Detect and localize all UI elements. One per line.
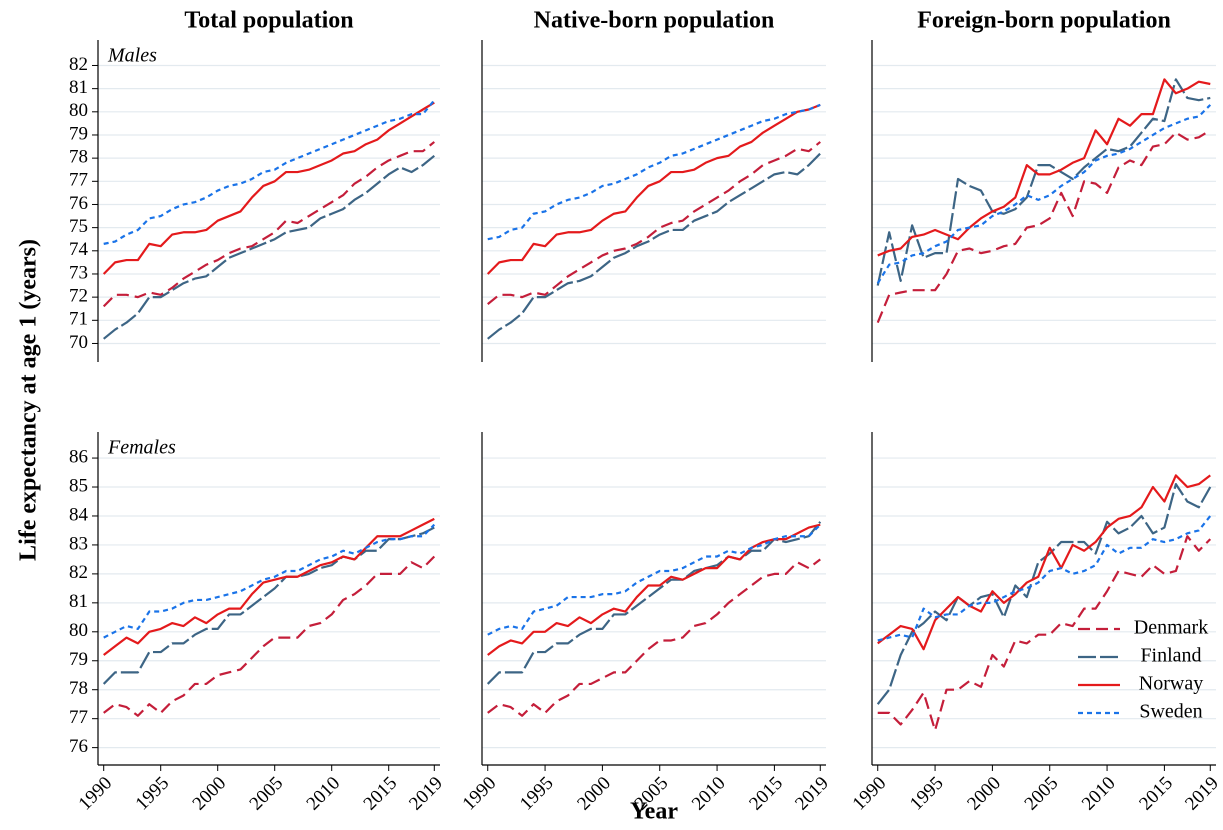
y-tick-label: 75 [69, 216, 88, 237]
legend-label: Norway [1139, 673, 1203, 695]
series-line [877, 78, 1211, 257]
legend-label: Denmark [1134, 617, 1208, 639]
series-line [877, 515, 1212, 642]
series-line [102, 101, 435, 275]
series-line [102, 526, 435, 685]
series-line [876, 129, 1211, 324]
x-tick-label: 2000 [189, 773, 231, 815]
x-tick-label: 1990 [459, 773, 501, 815]
y-tick-label: 71 [69, 309, 88, 330]
y-tick-label: 85 [69, 475, 88, 496]
y-tick-label: 79 [69, 649, 88, 670]
legend-label: Sweden [1139, 701, 1202, 723]
series-line [876, 78, 1211, 286]
series-line [487, 152, 822, 340]
series-line [487, 141, 821, 305]
y-tick-label: 74 [69, 239, 89, 260]
legend-label: Finland [1140, 645, 1201, 667]
panel-annotation: Males [107, 45, 157, 67]
x-tick-label: 2010 [1078, 773, 1120, 815]
y-tick-label: 82 [69, 54, 88, 75]
x-tick-label: 2005 [1021, 773, 1063, 815]
panel-title: Foreign-born population [917, 8, 1171, 34]
y-tick-label: 76 [69, 736, 88, 757]
y-tick-label: 73 [69, 262, 88, 283]
x-tick-label: 2019 [405, 773, 447, 815]
x-tick-label: 2000 [573, 773, 615, 815]
x-axis-label: Year [630, 799, 678, 825]
y-tick-label: 78 [69, 147, 88, 168]
x-tick-label: 2019 [1181, 773, 1223, 815]
y-tick-label: 83 [69, 533, 88, 554]
series-line [487, 103, 821, 241]
y-tick-label: 81 [69, 77, 88, 98]
x-tick-label: 2000 [963, 773, 1005, 815]
series-line [876, 483, 1212, 705]
y-tick-label: 84 [69, 504, 89, 525]
series-line [102, 141, 435, 308]
y-tick-label: 72 [69, 285, 88, 306]
panel-title: Native-born population [534, 8, 775, 34]
y-tick-label: 77 [69, 170, 88, 191]
series-line [876, 104, 1212, 284]
x-tick-label: 1990 [75, 773, 117, 815]
y-axis-label: Life expectancy at age 1 (years) [16, 239, 42, 561]
panel-title: Total population [184, 8, 353, 34]
series-line [103, 523, 436, 639]
series-line [486, 521, 822, 685]
series-line [487, 558, 821, 717]
x-tick-label: 2015 [1135, 773, 1177, 815]
y-tick-label: 82 [69, 562, 88, 583]
series-line [877, 474, 1211, 651]
x-tick-label: 2010 [688, 773, 730, 815]
x-tick-label: 1990 [849, 773, 891, 815]
series-line [103, 555, 436, 717]
series-line [487, 523, 821, 656]
x-tick-label: 2005 [246, 773, 288, 815]
x-tick-label: 1995 [132, 773, 174, 815]
y-tick-label: 80 [69, 100, 88, 121]
series-line [103, 99, 436, 245]
y-tick-label: 76 [69, 193, 88, 214]
x-tick-label: 1995 [516, 773, 558, 815]
panel-annotation: Females [107, 437, 176, 459]
y-tick-label: 79 [69, 123, 88, 144]
y-tick-label: 80 [69, 620, 88, 641]
y-tick-label: 70 [69, 332, 88, 353]
y-tick-label: 78 [69, 678, 88, 699]
x-tick-label: 2010 [303, 773, 345, 815]
y-tick-label: 77 [69, 707, 88, 728]
x-tick-label: 1995 [906, 773, 948, 815]
series-line [103, 517, 435, 656]
x-tick-label: 2015 [360, 773, 402, 815]
y-tick-label: 86 [69, 446, 88, 467]
series-line [487, 523, 822, 636]
y-tick-label: 81 [69, 591, 88, 612]
x-tick-label: 2015 [745, 773, 787, 815]
series-line [877, 535, 1212, 732]
series-line [103, 154, 435, 340]
x-tick-label: 2019 [791, 773, 833, 815]
series-line [486, 103, 821, 275]
